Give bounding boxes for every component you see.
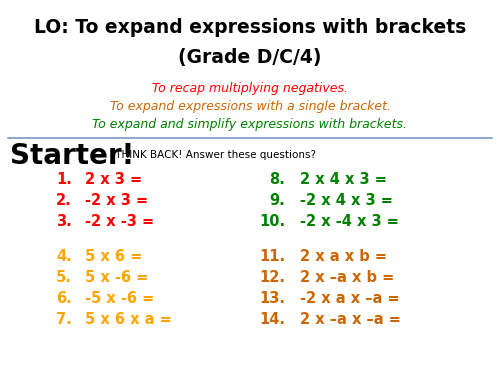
Text: 2 x a x b =: 2 x a x b =: [300, 249, 387, 264]
Text: LO: To expand expressions with brackets: LO: To expand expressions with brackets: [34, 18, 466, 37]
Text: -2 x a x –a =: -2 x a x –a =: [300, 291, 400, 306]
Text: THINK BACK! Answer these questions?: THINK BACK! Answer these questions?: [112, 150, 316, 160]
Text: 3.: 3.: [56, 214, 72, 229]
Text: 2.: 2.: [56, 193, 72, 208]
Text: 9.: 9.: [269, 193, 285, 208]
Text: 5 x -6 =: 5 x -6 =: [85, 270, 148, 285]
Text: To expand and simplify expressions with brackets.: To expand and simplify expressions with …: [92, 118, 407, 131]
Text: 6.: 6.: [56, 291, 72, 306]
Text: -2 x -4 x 3 =: -2 x -4 x 3 =: [300, 214, 399, 229]
Text: 2 x 4 x 3 =: 2 x 4 x 3 =: [300, 172, 387, 187]
Text: 4.: 4.: [56, 249, 72, 264]
Text: 8.: 8.: [269, 172, 285, 187]
Text: 5 x 6 x a =: 5 x 6 x a =: [85, 312, 172, 327]
Text: 1.: 1.: [56, 172, 72, 187]
Text: 12.: 12.: [259, 270, 285, 285]
Text: (Grade D/C/4): (Grade D/C/4): [178, 48, 322, 67]
Text: 5 x 6 =: 5 x 6 =: [85, 249, 142, 264]
Text: To expand expressions with a single bracket.: To expand expressions with a single brac…: [110, 100, 390, 113]
Text: 5.: 5.: [56, 270, 72, 285]
Text: 7.: 7.: [56, 312, 72, 327]
Text: 13.: 13.: [259, 291, 285, 306]
Text: 2 x –a x –a =: 2 x –a x –a =: [300, 312, 401, 327]
Text: -2 x 3 =: -2 x 3 =: [85, 193, 148, 208]
Text: -2 x -3 =: -2 x -3 =: [85, 214, 154, 229]
Text: -5 x -6 =: -5 x -6 =: [85, 291, 154, 306]
Text: To recap multiplying negatives.: To recap multiplying negatives.: [152, 82, 348, 95]
Text: -2 x 4 x 3 =: -2 x 4 x 3 =: [300, 193, 393, 208]
Text: Starter!: Starter!: [10, 142, 134, 170]
Text: 14.: 14.: [259, 312, 285, 327]
Text: 10.: 10.: [259, 214, 285, 229]
Text: 2 x 3 =: 2 x 3 =: [85, 172, 142, 187]
Text: 2 x –a x b =: 2 x –a x b =: [300, 270, 394, 285]
Text: 11.: 11.: [259, 249, 285, 264]
